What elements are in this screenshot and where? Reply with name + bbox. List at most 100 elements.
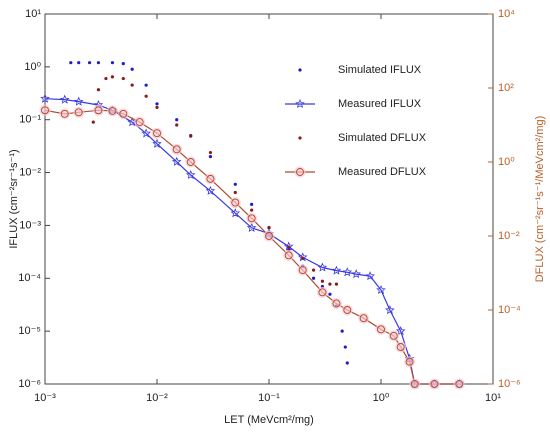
legend-label: Simulated DFLUX <box>338 132 427 144</box>
x-tick-label: 10⁻³ <box>34 392 56 404</box>
data-point <box>231 198 240 207</box>
data-point <box>152 138 162 148</box>
data-point <box>121 62 125 66</box>
x-tick-label: 10¹ <box>485 392 501 404</box>
y-tick-label: 10⁻¹ <box>19 114 41 126</box>
y-tick-label: 10⁻³ <box>19 219 41 231</box>
data-point <box>455 380 464 388</box>
data-point <box>96 61 101 65</box>
data-point <box>144 94 148 98</box>
data-point <box>351 269 361 279</box>
data-point <box>385 305 395 315</box>
data-point <box>60 109 69 118</box>
data-point <box>94 106 103 115</box>
y-tick-label: 10¹ <box>25 8 41 20</box>
y2-tick-label: 10⁻⁴ <box>498 304 521 316</box>
data-point <box>233 182 237 186</box>
data-point <box>328 282 332 286</box>
data-point <box>298 266 307 275</box>
data-point <box>77 61 81 65</box>
y-tick-label: 10⁻⁶ <box>18 378 41 390</box>
data-point <box>430 380 439 388</box>
data-point <box>69 61 73 65</box>
data-point <box>376 284 386 295</box>
data-point <box>40 93 50 103</box>
data-point <box>104 76 108 81</box>
data-point <box>171 156 182 166</box>
legend-marker <box>298 136 302 140</box>
legend-label: Simulated IFLUX <box>338 64 422 76</box>
data-point <box>405 357 414 366</box>
data-point <box>334 282 339 286</box>
legend-label: Measured IFLUX <box>338 98 422 110</box>
data-point <box>141 128 151 138</box>
data-point <box>189 134 193 138</box>
y-tick-label: 10⁻⁴ <box>18 272 41 284</box>
data-point <box>265 232 273 240</box>
y2-tick-label: 10⁰ <box>498 156 515 168</box>
y2-tick-label: 10⁴ <box>498 8 515 20</box>
data-point <box>328 292 332 296</box>
legend-marker <box>296 168 304 176</box>
data-point <box>311 276 316 280</box>
y2-tick-label: 10⁻² <box>498 230 520 242</box>
data-point <box>343 306 352 314</box>
data-point <box>250 202 254 206</box>
y2-axis-label: DFLUX (cm⁻²sr⁻¹s⁻¹/MeVcm²/mg) <box>534 116 546 283</box>
data-point <box>130 67 134 71</box>
legend-label: Measured DFLUX <box>338 166 427 178</box>
data-point <box>247 214 256 223</box>
data-point <box>155 102 159 106</box>
plot-frame <box>44 13 494 385</box>
x-tick-label: 10⁻¹ <box>258 392 280 404</box>
legend-marker <box>295 99 305 109</box>
data-point <box>135 118 144 127</box>
data-point <box>110 61 115 65</box>
data-point <box>153 129 161 138</box>
x-tick-label: 10⁰ <box>373 392 390 404</box>
data-point <box>175 118 179 122</box>
data-point <box>91 120 95 124</box>
data-point <box>233 190 237 195</box>
data-point <box>320 279 325 283</box>
data-point <box>396 343 405 351</box>
data-point <box>395 326 406 336</box>
data-point <box>121 76 125 81</box>
data-point <box>110 75 115 79</box>
y2-tick-label: 10⁻⁶ <box>498 378 521 390</box>
data-point <box>73 96 84 106</box>
x-axis-label: LET (MeVcm²/mg) <box>224 414 314 426</box>
data-point <box>205 185 216 195</box>
data-point <box>74 108 83 117</box>
data-point <box>250 208 254 212</box>
data-point <box>144 83 148 87</box>
data-point <box>389 331 398 340</box>
x-tick-label: 10⁻² <box>146 392 168 404</box>
data-point <box>175 123 179 127</box>
data-point <box>267 225 271 230</box>
data-point <box>287 245 291 249</box>
data-point <box>208 150 213 155</box>
data-point <box>155 105 159 109</box>
data-point <box>87 61 92 65</box>
data-point <box>377 325 385 334</box>
legend-marker <box>298 68 302 72</box>
data-point <box>96 88 101 92</box>
y-axis-label: IFLUX (cm⁻²sr⁻¹s⁻¹) <box>8 149 20 248</box>
data-point <box>230 208 241 218</box>
data-point <box>365 271 375 281</box>
data-point <box>206 174 215 183</box>
data-point <box>108 106 117 115</box>
data-point <box>331 265 342 275</box>
data-point <box>208 155 213 159</box>
y-tick-label: 10⁻⁵ <box>18 325 41 337</box>
y-tick-label: 10⁻² <box>19 166 41 178</box>
data-point <box>284 251 293 260</box>
data-point <box>246 222 257 232</box>
data-point <box>301 256 305 260</box>
data-point <box>332 299 341 308</box>
data-point <box>185 169 196 180</box>
data-point <box>345 361 349 365</box>
data-point <box>311 268 316 272</box>
